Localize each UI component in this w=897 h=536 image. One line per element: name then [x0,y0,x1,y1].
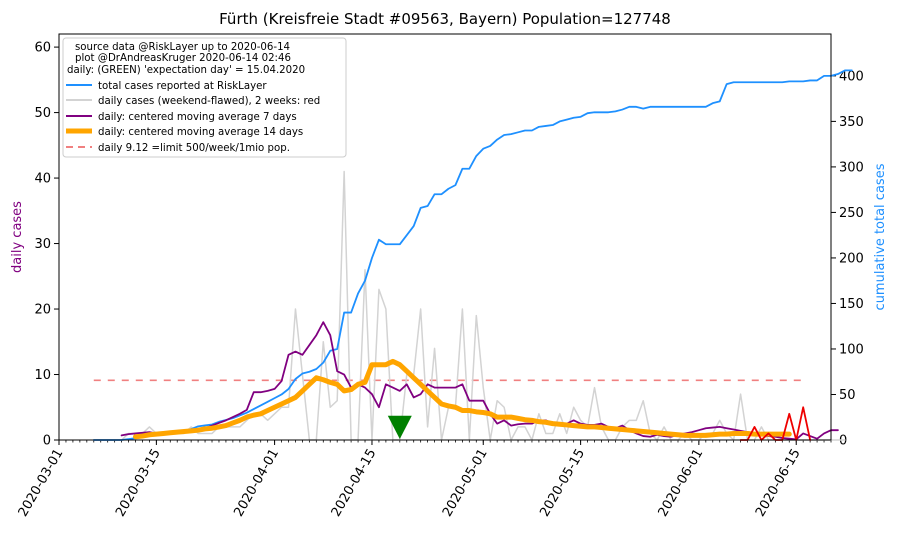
y-right-tick-label: 0 [839,434,847,449]
x-tick-label: 2020-03-15 [113,447,164,520]
x-tick-label: 2020-06-01 [656,447,707,520]
y-left-tick-label: 60 [34,41,51,56]
y-axis-label-left: daily cases [10,201,25,273]
legend: source data @RiskLayer up to 2020-06-14 … [62,37,347,158]
y-axis-left: 0 10 20 30 40 50 60 [34,41,59,449]
legend-entry-avg7: daily: centered moving average 7 days [98,112,297,123]
y-axis-label-right: cumulative total cases [873,163,888,310]
y-axis-right: 0 50 100 150 200 250 300 350 400 [831,69,864,449]
y-right-tick-label: 350 [839,115,864,130]
y-right-tick-label: 300 [839,160,864,175]
legend-info-line: plot @DrAndreasKruger 2020-06-14 02:46 [75,53,291,64]
y-left-tick-label: 30 [34,237,51,252]
legend-entry-limit: daily 9.12 =limit 500/week/1mio pop. [98,143,290,154]
legend-entry-avg14: daily: centered moving average 14 days [98,127,303,138]
legend-info-line: source data @RiskLayer up to 2020-06-14 [75,42,290,53]
series-line-avg7 [120,321,839,441]
series-line-avg14 [133,358,792,440]
x-tick-label: 2020-05-15 [537,447,588,520]
chart-title: Fürth (Kreisfreie Stadt #09563, Bayern) … [219,10,671,28]
x-tick-label: 2020-06-15 [753,447,804,520]
plot-frame [58,33,832,441]
legend-entry-daily: daily cases (weekend-flawed), 2 weeks: r… [98,96,320,107]
legend-box [62,37,347,158]
x-axis: 2020-03-01 2020-03-15 2020-04-01 2020-04-15… [16,440,832,520]
y-left-tick-label: 10 [34,368,51,383]
series-line-total [92,69,853,441]
y-right-tick-label: 400 [839,69,864,84]
x-tick-label: 2020-03-01 [16,447,67,520]
x-tick-label: 2020-04-01 [231,447,282,520]
y-right-tick-label: 50 [839,388,856,403]
legend-entry-total: total cases reported at RiskLayer [98,81,267,92]
y-left-tick-label: 40 [34,172,51,187]
legend-info-line: daily: (GREEN) 'expectation day' = 15.04… [67,65,305,76]
x-tick-label: 2020-05-01 [440,447,491,520]
y-right-tick-label: 100 [839,342,864,357]
y-left-tick-label: 0 [43,434,51,449]
plot-area [92,69,853,441]
y-right-tick-label: 150 [839,297,864,312]
expectation-day-marker [387,415,412,439]
y-right-tick-label: 250 [839,206,864,221]
y-right-tick-label: 200 [839,251,864,266]
y-left-tick-label: 50 [34,106,51,121]
y-left-tick-label: 20 [34,303,51,318]
x-tick-label: 2020-04-15 [329,447,380,520]
